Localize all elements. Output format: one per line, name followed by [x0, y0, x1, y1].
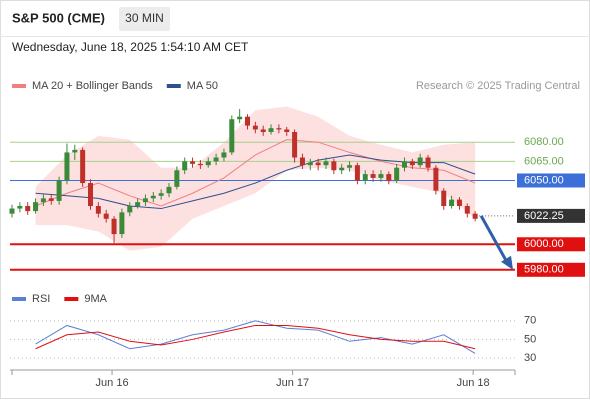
candle-body — [252, 125, 258, 130]
candle-body — [339, 167, 345, 171]
candle-body — [354, 165, 360, 181]
rsi-legend-swatch — [64, 297, 79, 301]
candle-body — [378, 174, 384, 178]
candle-body — [158, 193, 164, 196]
candle-body — [409, 161, 415, 166]
candle-body — [205, 161, 211, 166]
ma20-line — [35, 139, 476, 207]
forecast-arrow — [479, 215, 511, 267]
level-label: 6000.00 — [524, 238, 564, 250]
candle-body — [119, 212, 125, 235]
ma50-line — [35, 154, 476, 210]
x-tick-label: Jun 17 — [276, 377, 309, 389]
x-tick-label: Jun 18 — [457, 377, 490, 389]
level-label-box — [517, 173, 585, 188]
rsi-legend-label: RSI — [32, 293, 50, 305]
candle-body — [331, 161, 337, 171]
candle-body — [40, 198, 46, 203]
candle-body — [472, 213, 478, 219]
candle-body — [237, 116, 243, 120]
rsi-tick-label: 70 — [524, 315, 536, 327]
rsi-tick-label: 30 — [524, 352, 536, 364]
title: S&P 500 (CME) — [12, 10, 105, 25]
candle-body — [362, 174, 368, 181]
candle-body — [150, 195, 156, 199]
candle-body — [80, 149, 86, 184]
timestamp: Wednesday, June 18, 2025 1:54:10 AM CET — [12, 40, 249, 54]
candle-body — [292, 132, 298, 158]
candle-body — [103, 213, 109, 219]
credit: Research © 2025 Trading Central — [416, 80, 580, 92]
candle-body — [25, 206, 31, 212]
interval-label[interactable]: 30 MIN — [125, 11, 164, 25]
candle-body — [135, 202, 141, 206]
rsi-legend-swatch — [12, 297, 26, 301]
legend-swatch — [166, 84, 181, 88]
candle-body — [229, 119, 235, 153]
candle-body — [441, 190, 447, 206]
candle-body — [56, 180, 62, 201]
candle-body — [174, 170, 180, 187]
level-label: 6080.00 — [524, 136, 564, 148]
level-label: 5980.00 — [524, 264, 564, 276]
candle-body — [433, 167, 439, 191]
candle-body — [127, 206, 133, 213]
candle-body — [17, 206, 23, 209]
last-price-label: 6022.25 — [524, 210, 564, 222]
candle-body — [197, 163, 203, 166]
candle-body — [9, 208, 15, 214]
level-label: 6065.00 — [524, 155, 564, 167]
candle-body — [190, 161, 196, 164]
legend-swatch — [12, 84, 26, 88]
candle-body — [64, 152, 70, 181]
interval-button[interactable] — [119, 7, 170, 31]
candle-body — [268, 128, 274, 132]
candle-body — [394, 167, 400, 181]
candle-body — [402, 161, 407, 168]
candle-body — [72, 149, 78, 153]
candle-body — [213, 157, 219, 162]
legend-label: MA 20 + Bollinger Bands — [32, 80, 153, 92]
candle-body — [276, 128, 282, 130]
candle-body — [370, 174, 376, 178]
header-rule — [0, 36, 590, 37]
candle-body — [425, 157, 431, 168]
candle-body — [33, 202, 39, 212]
forecast-arrow-head — [501, 255, 513, 270]
level-label: 6050.00 — [524, 174, 564, 186]
level-label-box — [517, 237, 585, 252]
rsi-legend-label: 9MA — [84, 293, 107, 305]
candle-body — [166, 186, 172, 194]
candle-body — [464, 206, 470, 214]
rsi-line — [35, 320, 476, 354]
candle-body — [88, 183, 93, 206]
candle-body — [456, 199, 462, 206]
candle-body — [386, 174, 392, 181]
candle-body — [315, 162, 321, 166]
candle-body — [284, 129, 290, 132]
candle-body — [111, 218, 117, 235]
candle-body — [323, 161, 329, 166]
candle-body — [260, 129, 266, 132]
legend-label: MA 50 — [187, 80, 218, 92]
rsi-ma-line — [35, 324, 476, 350]
candle-body — [417, 157, 423, 166]
candle-body — [347, 165, 353, 168]
candle-body — [221, 152, 227, 158]
candle-body — [142, 198, 148, 203]
level-label-box — [517, 262, 585, 277]
last-price-box — [517, 208, 585, 223]
x-tick-label: Jun 16 — [96, 377, 129, 389]
candle-body — [95, 206, 101, 214]
candle-body — [299, 157, 305, 166]
candle-body — [182, 161, 188, 171]
candle-body — [307, 162, 313, 166]
rsi-tick-label: 50 — [524, 333, 536, 345]
candle-body — [449, 199, 455, 206]
candle-body — [48, 198, 54, 201]
candle-body — [245, 116, 250, 126]
